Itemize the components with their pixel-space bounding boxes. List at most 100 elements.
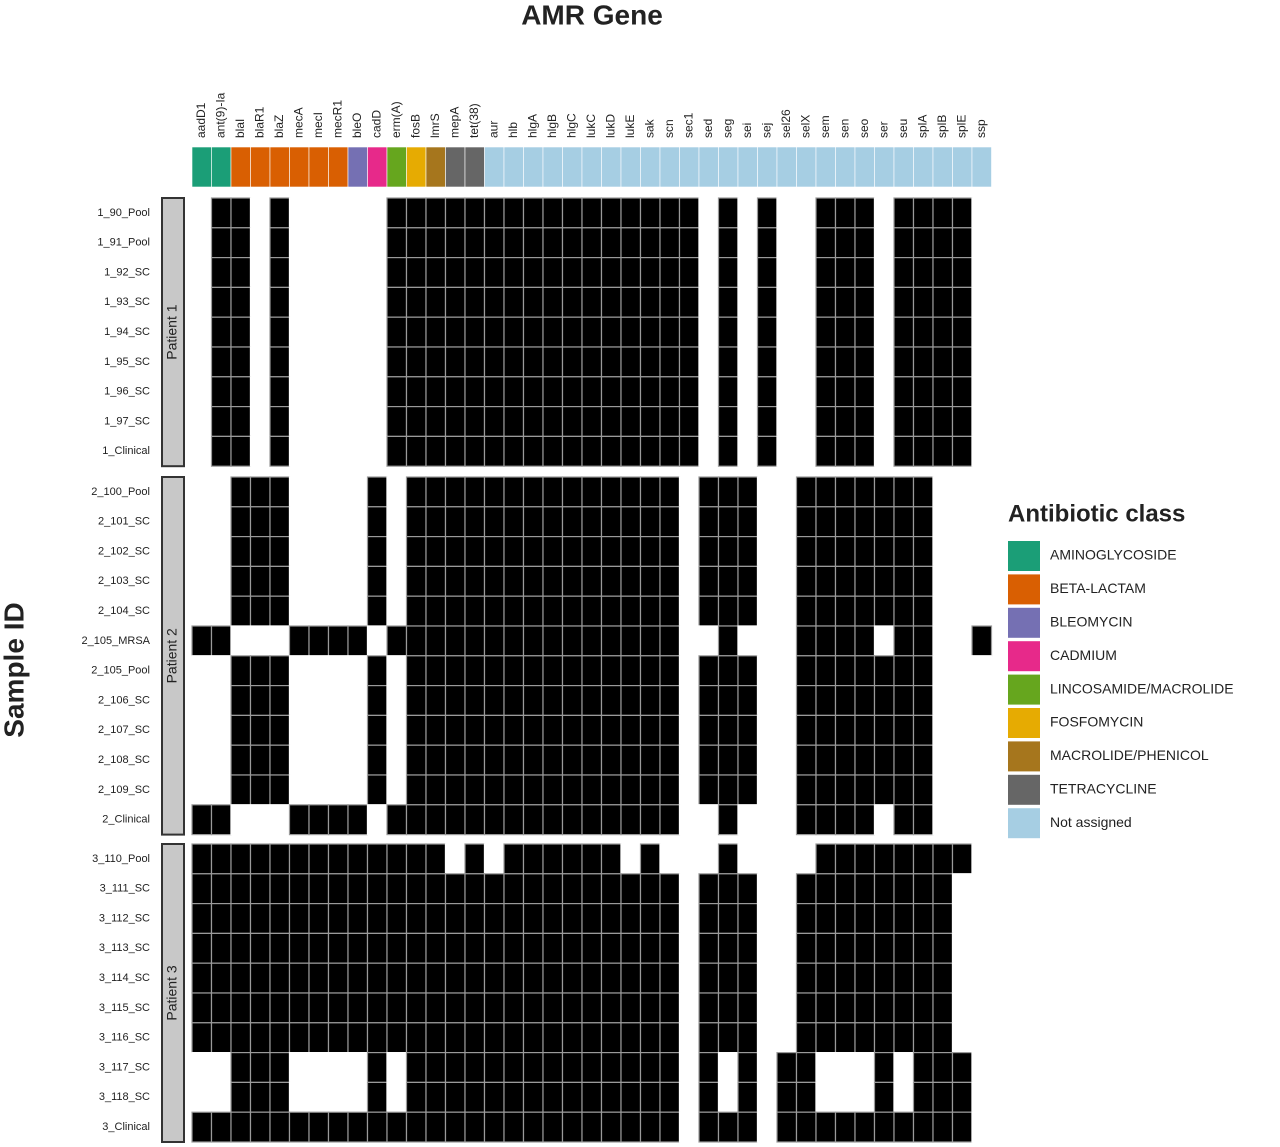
cell xyxy=(425,316,447,348)
cell xyxy=(737,1022,759,1054)
group-strip xyxy=(161,476,185,836)
cell xyxy=(912,1111,934,1143)
cell xyxy=(815,346,837,378)
cell xyxy=(230,257,252,289)
cell xyxy=(639,346,661,378)
cell xyxy=(815,286,837,318)
cell xyxy=(386,197,408,229)
cell xyxy=(327,774,349,806)
cell xyxy=(210,1051,232,1083)
cell xyxy=(776,535,798,567)
cell xyxy=(405,992,427,1024)
cell xyxy=(191,714,213,746)
cell xyxy=(659,595,681,627)
cell xyxy=(678,506,700,538)
cell xyxy=(971,565,993,597)
cell xyxy=(854,1081,876,1113)
sample-label: 1_90_Pool xyxy=(97,207,150,219)
cell xyxy=(464,843,486,875)
cell xyxy=(503,1022,525,1054)
class-annotation xyxy=(464,146,485,188)
cell xyxy=(230,227,252,259)
cell xyxy=(503,506,525,538)
cell xyxy=(542,257,564,289)
cell xyxy=(776,684,798,716)
cell xyxy=(386,804,408,836)
cell xyxy=(873,286,895,318)
cell xyxy=(405,376,427,408)
cell xyxy=(756,992,778,1024)
cell xyxy=(288,565,310,597)
class-annotation xyxy=(562,146,583,188)
sample-label: 2_102_SC xyxy=(98,545,150,557)
cell xyxy=(951,476,973,508)
cell xyxy=(834,316,856,348)
cell xyxy=(327,595,349,627)
sample-label: 3_112_SC xyxy=(99,912,150,924)
cell xyxy=(210,257,232,289)
cell xyxy=(639,435,661,467)
cell xyxy=(698,286,720,318)
cell xyxy=(717,774,739,806)
cell xyxy=(717,406,739,438)
cell xyxy=(737,744,759,776)
cell xyxy=(464,744,486,776)
cell xyxy=(347,714,369,746)
cell xyxy=(503,286,525,318)
sample-label: 2_103_SC xyxy=(98,575,150,587)
cell xyxy=(542,962,564,994)
cell xyxy=(717,684,739,716)
cell xyxy=(386,316,408,348)
class-annotation xyxy=(737,146,758,188)
cell xyxy=(620,804,642,836)
cell xyxy=(737,932,759,964)
cell xyxy=(542,744,564,776)
cell xyxy=(405,257,427,289)
cell xyxy=(483,843,505,875)
cell xyxy=(971,1051,993,1083)
cell xyxy=(873,774,895,806)
cell xyxy=(620,376,642,408)
cell xyxy=(561,1022,583,1054)
cell xyxy=(308,744,330,776)
cell xyxy=(327,992,349,1024)
cell xyxy=(366,684,388,716)
cell xyxy=(269,625,291,657)
cell xyxy=(249,902,271,934)
cell xyxy=(386,962,408,994)
cell xyxy=(698,843,720,875)
cell xyxy=(464,625,486,657)
cell xyxy=(971,286,993,318)
cell xyxy=(425,1081,447,1113)
cell xyxy=(230,506,252,538)
cell xyxy=(600,1051,622,1083)
cell xyxy=(659,992,681,1024)
cell xyxy=(620,257,642,289)
cell xyxy=(932,1081,954,1113)
cell xyxy=(386,476,408,508)
cell xyxy=(854,992,876,1024)
cell xyxy=(659,625,681,657)
cell xyxy=(698,316,720,348)
cell xyxy=(717,625,739,657)
cell xyxy=(308,1051,330,1083)
cell xyxy=(776,286,798,318)
cell xyxy=(854,1051,876,1083)
cell xyxy=(210,625,232,657)
cell xyxy=(717,873,739,905)
cell xyxy=(834,346,856,378)
cell xyxy=(425,873,447,905)
cell xyxy=(971,197,993,229)
cell xyxy=(269,595,291,627)
cell xyxy=(288,625,310,657)
gene-label: sem xyxy=(818,115,832,138)
cell xyxy=(873,565,895,597)
cell xyxy=(581,873,603,905)
sample-label: 3_113_SC xyxy=(99,942,150,954)
cell xyxy=(756,873,778,905)
cell xyxy=(776,435,798,467)
cell xyxy=(932,506,954,538)
cell xyxy=(347,476,369,508)
cell xyxy=(932,684,954,716)
cell xyxy=(191,565,213,597)
